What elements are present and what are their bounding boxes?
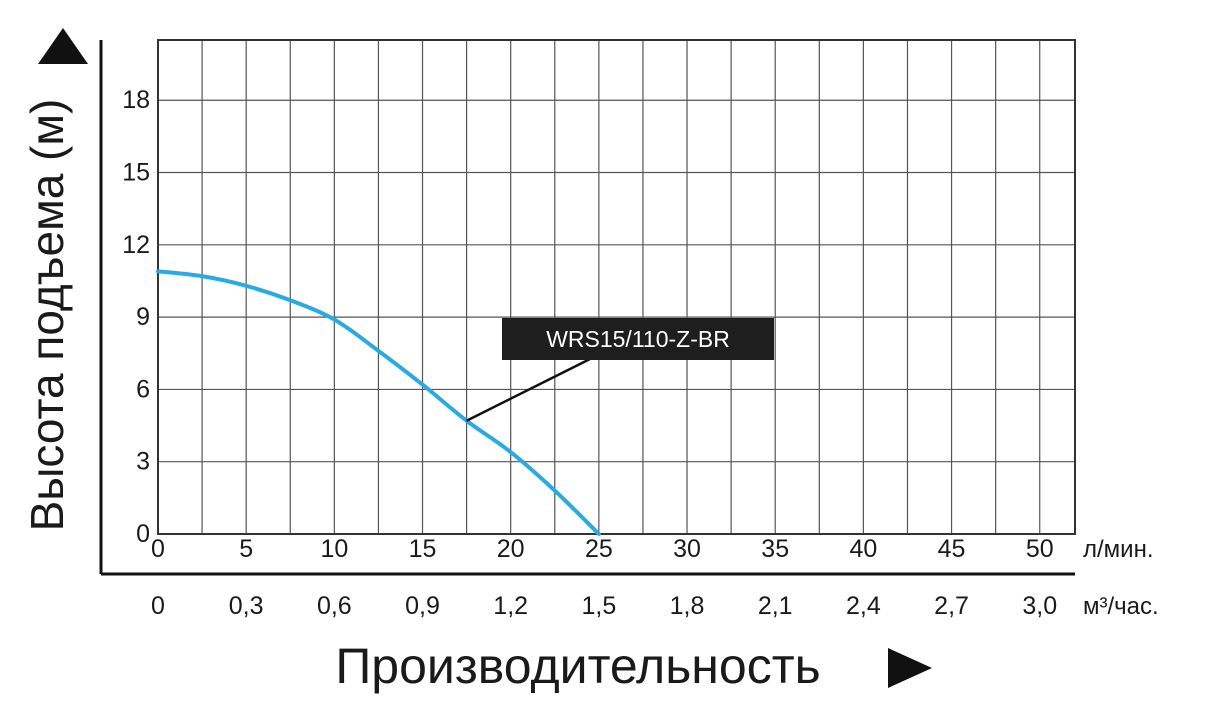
series-layer [156, 269, 601, 536]
series-label: WRS15/110-Z-BR [546, 326, 730, 352]
x-tick-label-secondary: 0,3 [229, 592, 264, 620]
y-tick-label: 6 [136, 375, 150, 403]
x-tick-label-secondary: 2,1 [758, 592, 793, 620]
grid [158, 40, 1075, 535]
x-tick-label-secondary: 2,7 [934, 592, 969, 620]
y-tick-label: 15 [122, 159, 150, 187]
x-tick-label-primary: 40 [849, 535, 877, 563]
x-tick-label-primary: 35 [761, 535, 789, 563]
x-tick-label-primary: 50 [1026, 535, 1054, 563]
x-tick-label-primary: 10 [320, 535, 348, 563]
x-axis-title: Производительность [335, 638, 932, 694]
x-tick-labels-primary: 0 5 10 15 20 25 30 35 40 45 50 [151, 535, 1054, 563]
x-unit-secondary: м³/час. [1083, 593, 1159, 620]
x-tick-label-primary: 30 [673, 535, 701, 563]
series-line [156, 269, 601, 536]
x-tick-label-secondary: 2,4 [846, 592, 881, 620]
y-tick-labels: 0 3 6 9 12 15 18 [122, 86, 150, 548]
x-tick-label-secondary: 1,2 [493, 592, 528, 620]
x-tick-label-primary: 45 [938, 535, 966, 563]
x-tick-label-secondary: 0,9 [405, 592, 440, 620]
x-tick-label-primary: 15 [409, 535, 437, 563]
callout-leader-line [466, 357, 591, 422]
x-tick-label-secondary: 1,5 [581, 592, 616, 620]
x-tick-label-primary: 20 [497, 535, 525, 563]
y-tick-label: 0 [136, 520, 150, 548]
x-tick-label-secondary: 0 [151, 592, 165, 620]
x-tick-label-primary: 5 [239, 535, 253, 563]
y-axis-label: Высота подъема (м) [21, 99, 73, 532]
y-tick-label: 12 [122, 231, 150, 259]
plot-frame [157, 39, 1076, 535]
y-axis-arrow-icon [38, 28, 88, 64]
x-tick-label-secondary: 0,6 [317, 592, 352, 620]
x-tick-label-primary: 0 [151, 535, 165, 563]
series-callout: WRS15/110-Z-BR [466, 318, 774, 422]
y-axis-title: Высота подъема (м) [21, 28, 88, 531]
x-axis-arrow-icon [888, 648, 932, 688]
callout-box [502, 318, 774, 360]
y-tick-label: 3 [136, 448, 150, 476]
x-tick-label-secondary: 1,8 [670, 592, 705, 620]
x-tick-label-primary: 25 [585, 535, 613, 563]
x-tick-label-secondary: 3,0 [1022, 592, 1057, 620]
x-tick-labels-secondary: 0 0,3 0,6 0,9 1,2 1,5 1,8 2,1 2,4 2,7 3,0 [151, 592, 1057, 620]
y-tick-label: 9 [136, 303, 150, 331]
x-axis-label: Производительность [335, 638, 820, 694]
x-unit-primary: л/мин. [1083, 536, 1154, 563]
y-tick-label: 18 [122, 86, 150, 114]
